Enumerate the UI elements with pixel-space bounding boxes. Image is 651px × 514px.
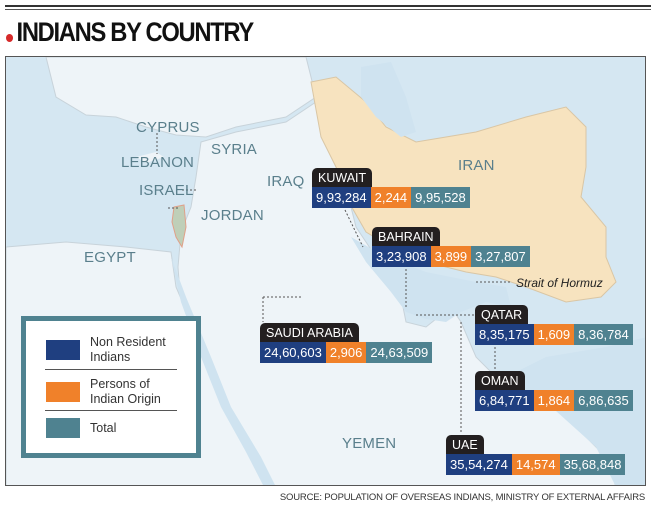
- country-name: OMAN: [475, 371, 525, 390]
- pio-value: 1,609: [533, 324, 575, 345]
- total-value: 35,68,848: [559, 454, 626, 475]
- label-lebanon: LEBANON: [121, 154, 195, 171]
- source-note: SOURCE: POPULATION OF OVERSEAS INDIANS, …: [279, 492, 645, 503]
- total-value: 8,36,784: [574, 324, 633, 345]
- callout-oman: OMAN 6,84,771 1,864 6,86,635: [475, 371, 633, 411]
- nri-value: 35,54,274: [446, 454, 512, 475]
- total-value: 24,63,509: [366, 342, 433, 363]
- legend-label-nri-1: Non Resident: [90, 335, 166, 349]
- red-dot-icon: [6, 33, 14, 42]
- legend-item-total: Total: [46, 418, 186, 438]
- country-name: KUWAIT: [312, 168, 373, 187]
- legend-item-pio: Persons of Indian Origin: [46, 377, 186, 407]
- label-yemen: YEMEN: [342, 435, 397, 452]
- pio-value: 14,574: [511, 454, 560, 475]
- label-jordan: JORDAN: [201, 207, 264, 224]
- callout-kuwait: KUWAIT 9,93,284 2,244 9,95,528: [312, 168, 470, 208]
- legend-item-nri: Non Resident Indians: [46, 335, 186, 365]
- callout-qatar: QATAR 8,35,175 1,609 8,36,784: [475, 305, 633, 345]
- country-name: BAHRAIN: [372, 227, 440, 246]
- total-value: 6,86,635: [574, 390, 633, 411]
- legend-divider: [45, 369, 177, 370]
- total-value: 3,27,807: [471, 246, 530, 267]
- total-swatch: [46, 418, 80, 438]
- top-rule-thin: [5, 9, 651, 10]
- legend: Non Resident Indians Persons of Indian Ori…: [21, 316, 201, 458]
- country-name: UAE: [446, 435, 484, 454]
- nri-value: 6,84,771: [475, 390, 534, 411]
- label-cyprus: CYPRUS: [136, 119, 200, 136]
- callout-uae: UAE 35,54,274 14,574 35,68,848: [446, 435, 626, 475]
- pio-value: 3,899: [430, 246, 472, 267]
- country-name: SAUDI ARABIA: [260, 323, 359, 342]
- legend-label-pio-2: Indian Origin: [90, 392, 161, 406]
- label-syria: SYRIA: [211, 141, 258, 158]
- top-rule: [5, 5, 651, 7]
- nri-value: 8,35,175: [475, 324, 534, 345]
- label-iran: IRAN: [458, 157, 495, 174]
- pio-value: 2,244: [370, 187, 412, 208]
- legend-divider: [45, 410, 177, 411]
- callout-saudi-arabia: SAUDI ARABIA 24,60,603 2,906 24,63,509: [260, 323, 433, 363]
- title-text: INDIANS BY COUNTRY: [16, 17, 255, 47]
- label-egypt: EGYPT: [84, 249, 136, 266]
- callout-bahrain: BAHRAIN 3,23,908 3,899 3,27,807: [372, 227, 530, 267]
- nri-swatch: [46, 340, 80, 360]
- pio-value: 1,864: [533, 390, 575, 411]
- page-title: INDIANS BY COUNTRY: [6, 17, 255, 48]
- pio-swatch: [46, 382, 80, 402]
- total-value: 9,95,528: [411, 187, 470, 208]
- country-name: QATAR: [475, 305, 529, 324]
- legend-label-nri-2: Indians: [90, 350, 131, 364]
- label-strait-of-hormuz: Strait of Hormuz: [516, 276, 603, 290]
- legend-label-pio-1: Persons of: [90, 377, 150, 391]
- label-israel: ISRAEL: [139, 182, 194, 199]
- legend-label-total: Total: [90, 420, 117, 435]
- label-iraq: IRAQ: [267, 173, 305, 190]
- nri-value: 24,60,603: [260, 342, 326, 363]
- nri-value: 9,93,284: [312, 187, 371, 208]
- pio-value: 2,906: [325, 342, 367, 363]
- nri-value: 3,23,908: [372, 246, 431, 267]
